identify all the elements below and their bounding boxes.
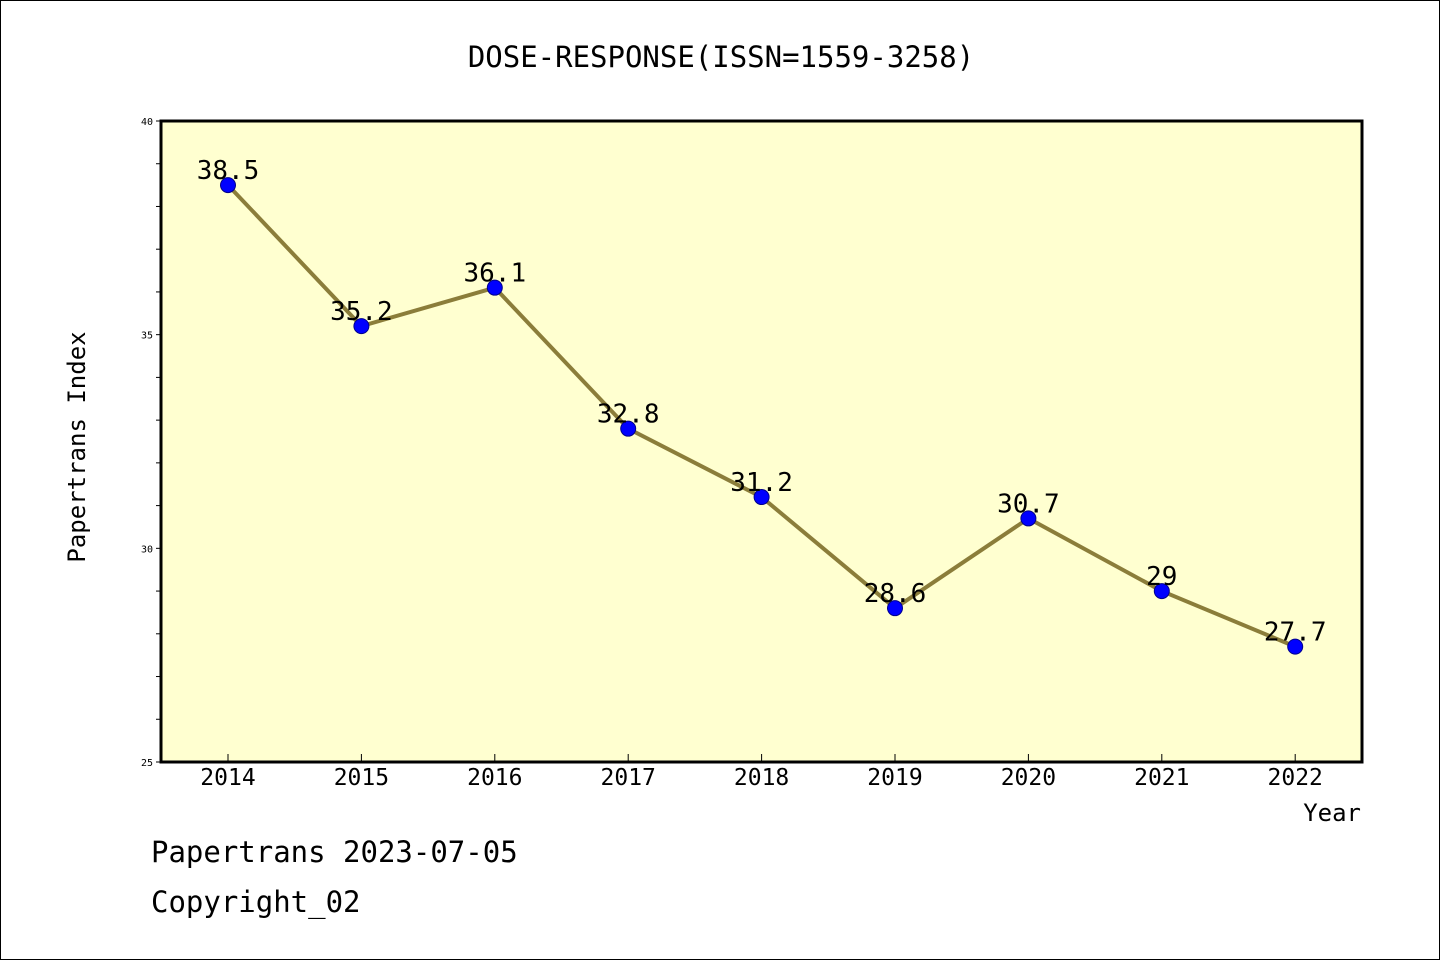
data-point: [887, 600, 903, 617]
x-axis: 2014 2015 2016 2017 2018 2019 2020 2021 2022: [200, 754, 1323, 791]
y-tick-label: 30: [141, 544, 153, 555]
y-tick-label: 25: [141, 758, 153, 769]
data-label: 29: [1146, 562, 1177, 592]
y-tick-label: 40: [141, 117, 153, 128]
x-axis-label: Year: [1303, 799, 1361, 827]
plot-area: [159, 119, 1364, 764]
data-point: [753, 489, 770, 506]
x-tick-label: 2017: [601, 765, 656, 791]
footer-copyright-line: Copyright_02: [151, 885, 361, 919]
data-point: [220, 177, 236, 194]
data-labels: 38.5 35.2 36.1 32.8 31.2 28.6 30.7 29 27.7: [197, 156, 1327, 648]
data-label: 28.6: [864, 579, 927, 609]
y-axis: 25 30 35 40: [141, 117, 161, 769]
data-label: 31.2: [730, 468, 793, 498]
x-tick-label: 2020: [1001, 765, 1056, 791]
data-label: 27.7: [1264, 618, 1327, 648]
data-label: 38.5: [197, 156, 260, 186]
y-axis-label: Papertrans Index: [63, 331, 91, 562]
data-label: 30.7: [997, 489, 1060, 519]
x-tick-label: 2014: [200, 765, 255, 791]
data-point: [486, 279, 503, 296]
data-point: [353, 318, 370, 335]
x-tick-label: 2019: [867, 765, 922, 791]
data-point: [1287, 638, 1304, 655]
footer-date-line: Papertrans 2023-07-05: [151, 835, 518, 869]
data-label: 35.2: [330, 297, 393, 327]
data-point: [620, 420, 637, 437]
x-tick-label: 2015: [334, 765, 389, 791]
data-label: 32.8: [597, 400, 660, 430]
data-point: [1153, 583, 1170, 600]
series-layer: [220, 177, 1304, 655]
chart-title: DOSE-RESPONSE(ISSN=1559-3258): [468, 40, 974, 74]
y-tick-label: 35: [141, 331, 153, 342]
x-tick-label: 2022: [1268, 765, 1323, 791]
data-point: [1020, 510, 1037, 527]
x-tick-label: 2018: [734, 765, 789, 791]
x-tick-label: 2016: [467, 765, 522, 791]
data-label: 36.1: [463, 259, 526, 289]
x-tick-label: 2021: [1134, 765, 1189, 791]
